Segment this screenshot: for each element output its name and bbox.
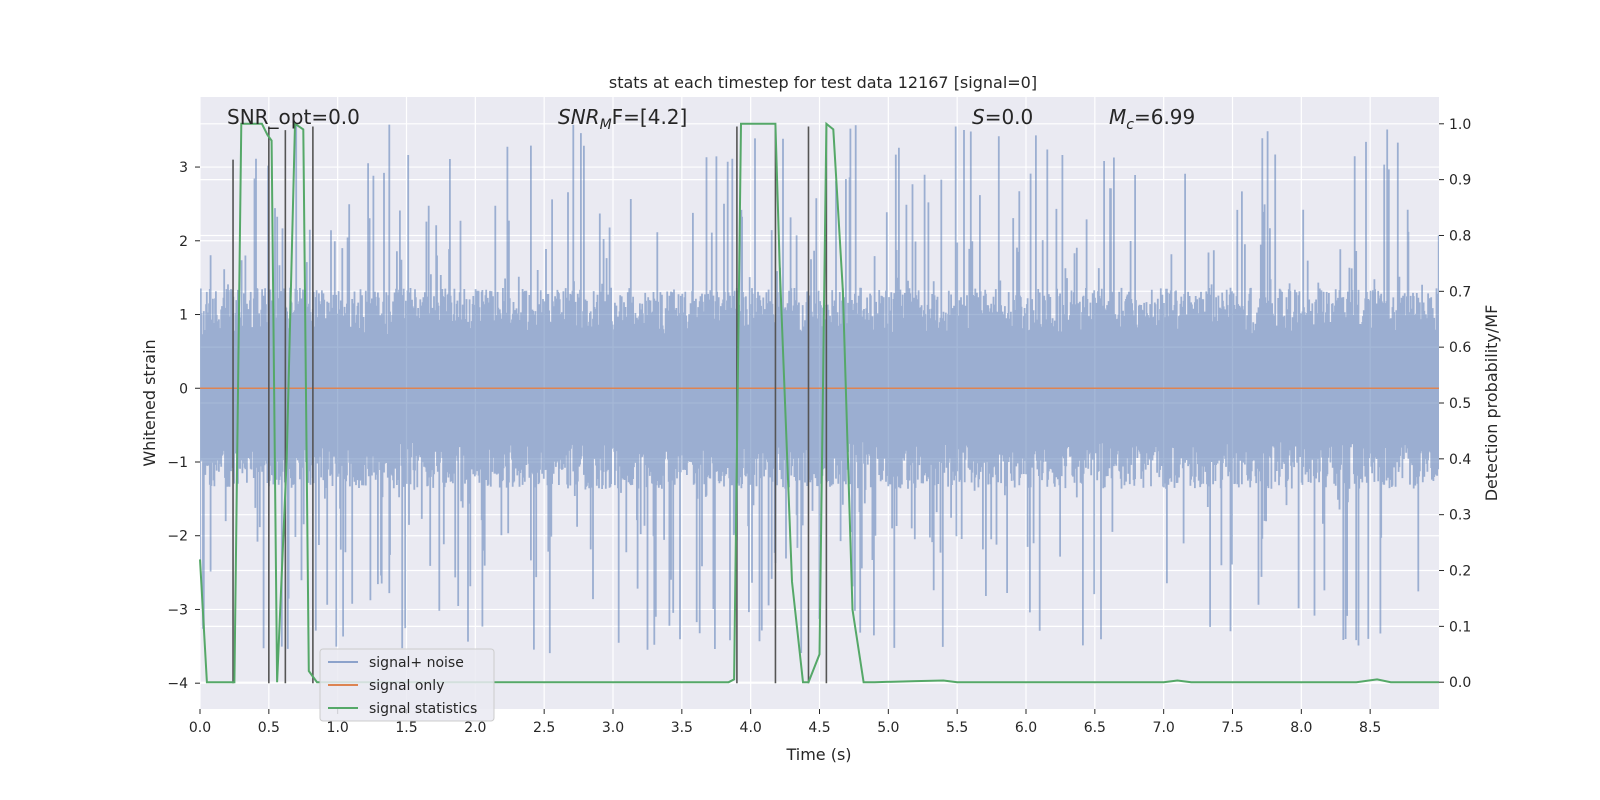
x-axis-label: Time (s): [785, 745, 851, 764]
x-tick-label-0: 0.0: [189, 720, 211, 736]
annotation-mc: Mc=6.99: [1109, 105, 1195, 133]
y-tick-label-3: 0: [179, 381, 188, 397]
x-tick-label-4: 2.0: [464, 720, 486, 736]
x-tick-label-17: 8.5: [1359, 720, 1381, 736]
y-tick-label-0: 3: [179, 160, 188, 176]
mf-marker-lines: [232, 126, 828, 684]
y-axis-ticks: 3 2 1 0 −1 −2 −3 −4: [167, 160, 200, 692]
y2-tick-label-10: 0.0: [1449, 675, 1471, 691]
x-tick-label-8: 4.0: [740, 720, 762, 736]
legend-label-signal-only: signal only: [369, 678, 444, 694]
y2-tick-label-8: 0.2: [1449, 564, 1471, 580]
x-tick-label-1: 0.5: [258, 720, 280, 736]
x-tick-label-12: 6.0: [1015, 720, 1037, 736]
y-tick-label-4: −1: [167, 455, 188, 471]
y2-tick-label-5: 0.5: [1449, 396, 1471, 412]
y2-axis-label: Detection probability/MF: [1482, 305, 1501, 502]
x-tick-label-7: 3.5: [671, 720, 693, 736]
x-tick-label-6: 3.0: [602, 720, 624, 736]
annotation-snr-opt: SNR_opt=0.0: [227, 105, 360, 129]
annotation-s: S=0.0: [972, 105, 1033, 129]
y-tick-label-5: −2: [167, 529, 188, 545]
series-signal-noise: [200, 124, 1439, 654]
y2-tick-label-0: 1.0: [1449, 117, 1471, 133]
y-tick-label-6: −3: [167, 602, 188, 618]
legend-label-statistics: signal statistics: [369, 701, 477, 717]
chart-title: stats at each timestep for test data 121…: [609, 73, 1037, 92]
x-tick-label-11: 5.5: [946, 720, 968, 736]
x-tick-label-9: 4.5: [808, 720, 830, 736]
x-tick-label-2: 1.0: [327, 720, 349, 736]
y2-axis-ticks: 1.0 0.9 0.8 0.7 0.6 0.5 0.4 0.3 0.2 0.1 0.0: [1439, 117, 1471, 691]
series-signal-statistics: [199, 121, 1439, 684]
x-tick-label-16: 8.0: [1290, 720, 1312, 736]
y2-tick-label-2: 0.8: [1449, 228, 1471, 244]
y-tick-label-2: 1: [179, 308, 188, 324]
y-axis-label: Whitened strain: [140, 339, 159, 466]
x-tick-label-15: 7.5: [1221, 720, 1243, 736]
legend-label-noise: signal+ noise: [369, 655, 464, 671]
x-tick-label-5: 2.5: [533, 720, 555, 736]
y2-tick-label-6: 0.4: [1449, 452, 1471, 468]
x-tick-label-3: 1.5: [395, 720, 417, 736]
legend: signal+ noise signal only signal statist…: [319, 648, 495, 722]
y2-tick-label-9: 0.1: [1449, 619, 1471, 635]
legend-box: [319, 648, 495, 722]
y-tick-label-1: 2: [179, 234, 188, 250]
noise-trace: [200, 124, 1439, 654]
y2-tick-label-1: 0.9: [1449, 173, 1471, 189]
y2-tick-label-4: 0.6: [1449, 340, 1471, 356]
annotation-snr-mf: SNRMF=[4.2]: [558, 105, 687, 133]
x-axis-ticks: 0.0 0.5 1.0 1.5 2.0 2.5 3.0 3.5 4.0 4.5 5.0 5.5 6.0 6…: [189, 709, 1381, 736]
y2-tick-label-7: 0.3: [1449, 508, 1471, 524]
x-tick-label-10: 5.0: [877, 720, 899, 736]
y2-tick-label-3: 0.7: [1449, 284, 1471, 300]
y-tick-label-7: −4: [167, 676, 188, 692]
x-tick-label-14: 7.0: [1153, 720, 1175, 736]
x-tick-label-13: 6.5: [1084, 720, 1106, 736]
